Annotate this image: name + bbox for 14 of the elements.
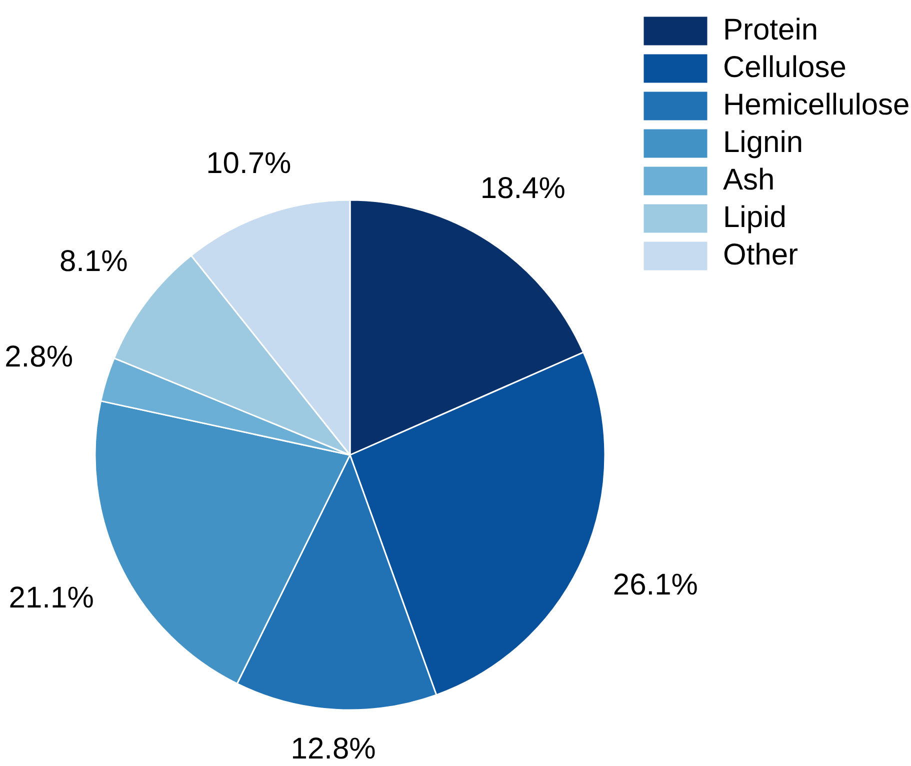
legend-label: Protein	[723, 13, 818, 46]
data-label: 2.8%	[4, 340, 74, 374]
legend-label: Lipid	[723, 200, 786, 234]
data-label: 10.7%	[206, 147, 292, 180]
data-label: 18.4%	[480, 172, 566, 206]
legend-label: Ash	[723, 163, 775, 196]
data-label: 26.1%	[612, 568, 698, 602]
data-label: 8.1%	[59, 244, 128, 278]
data-label: 12.8%	[290, 732, 376, 766]
legend-label: Cellulose	[723, 50, 846, 84]
legend-label: Hemicellulose	[723, 88, 910, 122]
data-label: 21.1%	[8, 581, 94, 614]
legend-label: Lignin	[723, 126, 804, 159]
legend-label: Other	[723, 238, 798, 272]
